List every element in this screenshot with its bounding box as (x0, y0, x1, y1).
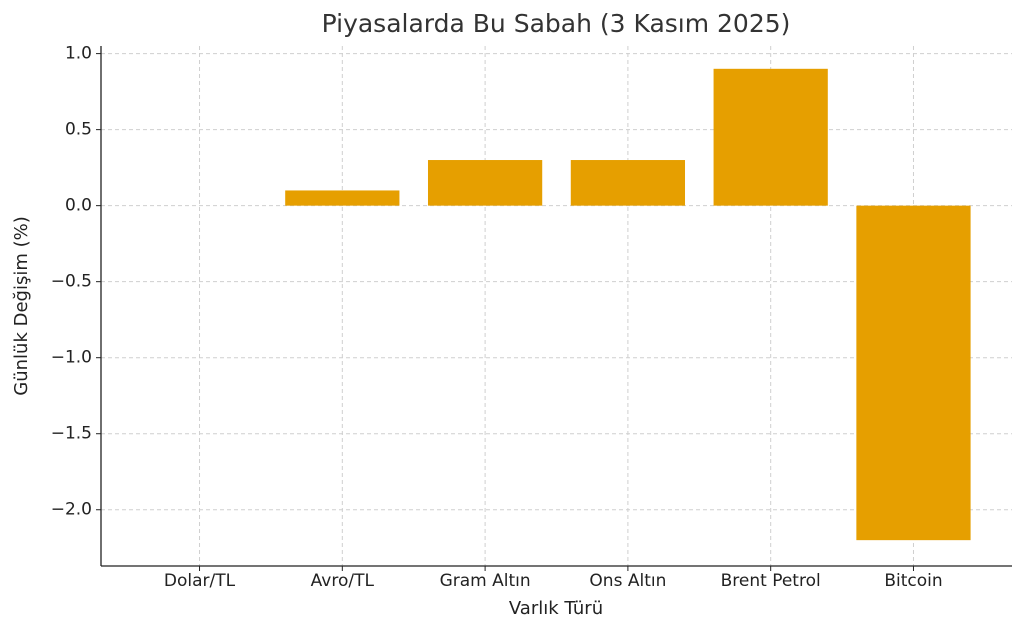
y-axis-label: Günlük Değişim (%) (11, 216, 32, 395)
x-tick-label: Brent Petrol (721, 571, 821, 591)
bar (285, 190, 400, 206)
y-tick-label: −2.0 (51, 500, 92, 520)
bar (713, 68, 828, 206)
x-tick-label: Ons Altın (589, 571, 666, 591)
x-tick-label: Dolar/TL (164, 571, 236, 591)
x-tick-label: Avro/TL (311, 571, 375, 591)
bar (856, 205, 971, 541)
chart-title: Piyasalarda Bu Sabah (3 Kasım 2025) (322, 9, 791, 38)
y-tick-label: 0.5 (65, 120, 92, 140)
y-tick-label: −0.5 (51, 272, 92, 292)
x-tick-label: Gram Altın (440, 571, 531, 591)
y-tick-label: 1.0 (65, 44, 92, 64)
y-tick-label: −1.5 (51, 424, 92, 444)
y-tick-label: 0.0 (65, 196, 92, 216)
x-tick-label: Bitcoin (884, 571, 942, 591)
y-tick-label: −1.0 (51, 348, 92, 368)
bar (570, 160, 686, 206)
bar (427, 160, 543, 206)
x-axis-label: Varlık Türü (509, 598, 603, 619)
